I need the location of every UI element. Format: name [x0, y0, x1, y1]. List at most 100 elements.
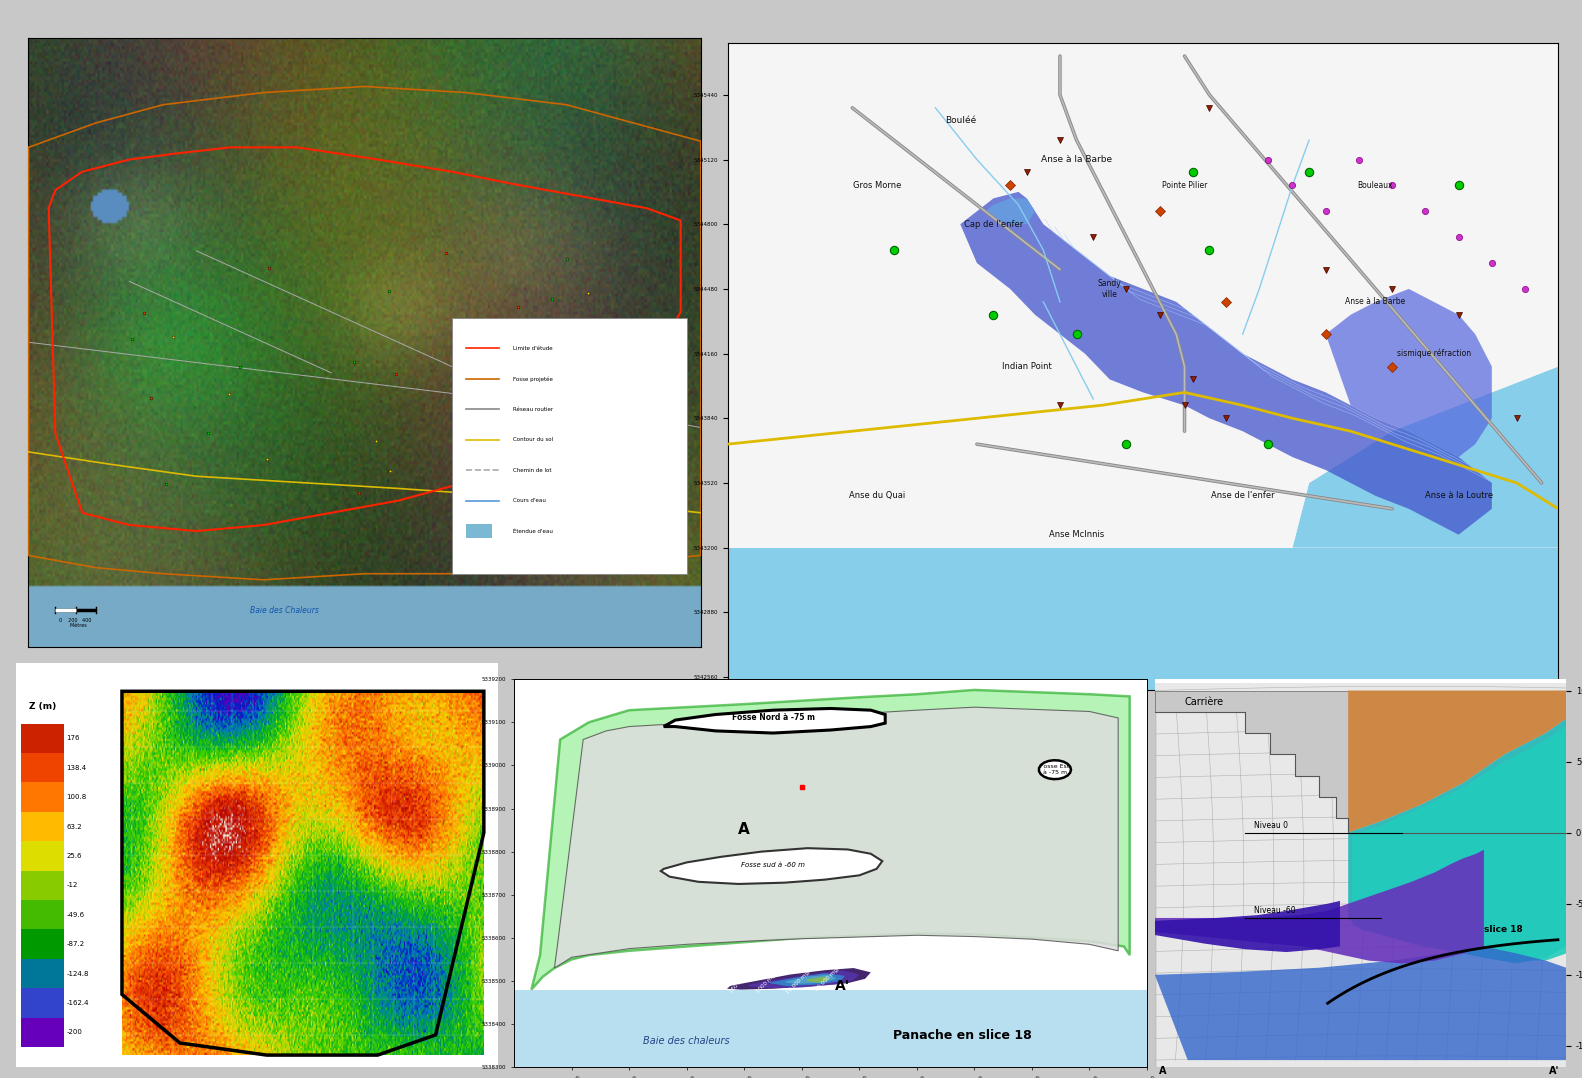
Point [497, 393, 522, 411]
Text: Niveau -60: Niveau -60 [1253, 907, 1296, 915]
Bar [465, 524, 492, 538]
Text: Chemin de lot: Chemin de lot [513, 468, 551, 472]
Polygon shape [728, 548, 1558, 690]
Polygon shape [664, 708, 886, 733]
Point [342, 354, 367, 371]
Polygon shape [1039, 760, 1071, 779]
Point [554, 250, 579, 267]
Bar [21, 929, 63, 958]
Text: Niveau 0: Niveau 0 [1253, 820, 1288, 830]
Text: 25.6: 25.6 [66, 853, 82, 859]
Polygon shape [747, 970, 859, 989]
Text: 0    200   400
    Mètres: 0 200 400 Mètres [60, 618, 92, 628]
Polygon shape [1292, 367, 1558, 548]
Text: 1000 mg/l: 1000 mg/l [756, 970, 778, 994]
Polygon shape [532, 690, 1130, 990]
Bar [21, 812, 63, 841]
Bar [21, 783, 63, 812]
Point [153, 475, 179, 493]
Text: Limite d'étude: Limite d'étude [513, 346, 552, 350]
Text: Panache en slice 18: Panache en slice 18 [894, 1029, 1031, 1042]
Point [539, 291, 565, 308]
Bar [21, 958, 63, 989]
Text: sismique réfraction: sismique réfraction [1397, 349, 1471, 358]
Text: Anse à la Barbe: Anse à la Barbe [1041, 155, 1112, 164]
Point [196, 425, 221, 442]
Point [120, 330, 146, 347]
Polygon shape [1155, 849, 1484, 964]
Text: Anse du Quai: Anse du Quai [850, 492, 905, 500]
Point [255, 451, 280, 468]
Polygon shape [767, 973, 845, 986]
Bar [1361, 1070, 1410, 1077]
Polygon shape [661, 848, 883, 884]
Point [131, 304, 157, 321]
Point [256, 260, 282, 277]
Text: 150 mg/l: 150 mg/l [728, 973, 748, 994]
Text: -162.4: -162.4 [66, 1000, 89, 1006]
Bar [21, 754, 63, 783]
Text: Anse McInnis: Anse McInnis [1049, 530, 1104, 539]
Text: -12: -12 [66, 882, 78, 888]
Text: 20,000 mg/l: 20,000 mg/l [815, 965, 842, 992]
Text: Bouleaux: Bouleaux [1357, 181, 1394, 190]
Point [500, 462, 525, 480]
Polygon shape [728, 43, 1558, 548]
Polygon shape [728, 968, 870, 990]
Bar [21, 989, 63, 1018]
Point [217, 386, 242, 403]
Text: -200: -200 [66, 1029, 82, 1035]
Point [383, 365, 408, 383]
Text: A: A [1160, 1066, 1168, 1076]
Text: Contour du sol: Contour du sol [513, 438, 552, 442]
Point [139, 389, 165, 406]
Polygon shape [1155, 901, 1340, 952]
Text: Réseau routier: Réseau routier [513, 406, 552, 412]
Polygon shape [1155, 691, 1566, 832]
Point [364, 432, 389, 450]
Polygon shape [554, 707, 1118, 968]
Text: -87.2: -87.2 [66, 941, 84, 948]
Bar [21, 871, 63, 900]
Polygon shape [1155, 946, 1566, 1060]
Bar [1459, 1070, 1509, 1077]
Polygon shape [514, 990, 1147, 1067]
Text: A': A' [1549, 1066, 1558, 1076]
Polygon shape [960, 192, 1492, 535]
Text: Étendue d'eau: Étendue d'eau [513, 528, 552, 534]
Point [576, 285, 601, 302]
Text: Fosse Nord à -75 m: Fosse Nord à -75 m [731, 713, 815, 721]
Text: slice 18: slice 18 [1484, 925, 1522, 935]
Text: Cap de l'enfer: Cap de l'enfer [963, 220, 1024, 229]
Point [378, 462, 403, 480]
Text: Carrière: Carrière [1185, 696, 1224, 707]
Text: Anse de l'enfer: Anse de l'enfer [1210, 492, 1275, 500]
Polygon shape [1348, 691, 1566, 832]
Text: A: A [739, 823, 750, 838]
Text: Bouléé: Bouléé [944, 116, 976, 125]
Polygon shape [807, 977, 829, 983]
Text: Fosse sud à -60 m: Fosse sud à -60 m [740, 861, 805, 868]
Polygon shape [1348, 719, 1566, 964]
Text: Fosse projetée: Fosse projetée [513, 376, 552, 382]
Text: Indian Point: Indian Point [1001, 362, 1052, 371]
Text: Baie des chaleurs: Baie des chaleurs [644, 1036, 729, 1046]
Text: Gros Morne: Gros Morne [853, 181, 902, 190]
Polygon shape [1353, 727, 1566, 960]
Point [161, 329, 187, 346]
Bar [21, 841, 63, 871]
Bar [21, 723, 63, 754]
Polygon shape [986, 198, 1035, 224]
Text: Anse à la Loutre: Anse à la Loutre [1424, 492, 1493, 500]
Point [505, 299, 530, 316]
Point [433, 245, 459, 262]
Text: 176: 176 [66, 735, 81, 742]
Text: -49.6: -49.6 [66, 912, 84, 917]
Text: Cours d'eau: Cours d'eau [513, 498, 546, 503]
Text: Fosse Est
à -75 m: Fosse Est à -75 m [1041, 764, 1069, 775]
Text: Pointe Pilier: Pointe Pilier [1161, 181, 1207, 190]
Bar [21, 1018, 63, 1047]
Text: Z (m): Z (m) [28, 703, 55, 711]
Bar [1311, 1070, 1361, 1077]
Text: 10,000 mg/l: 10,000 mg/l [785, 967, 813, 995]
